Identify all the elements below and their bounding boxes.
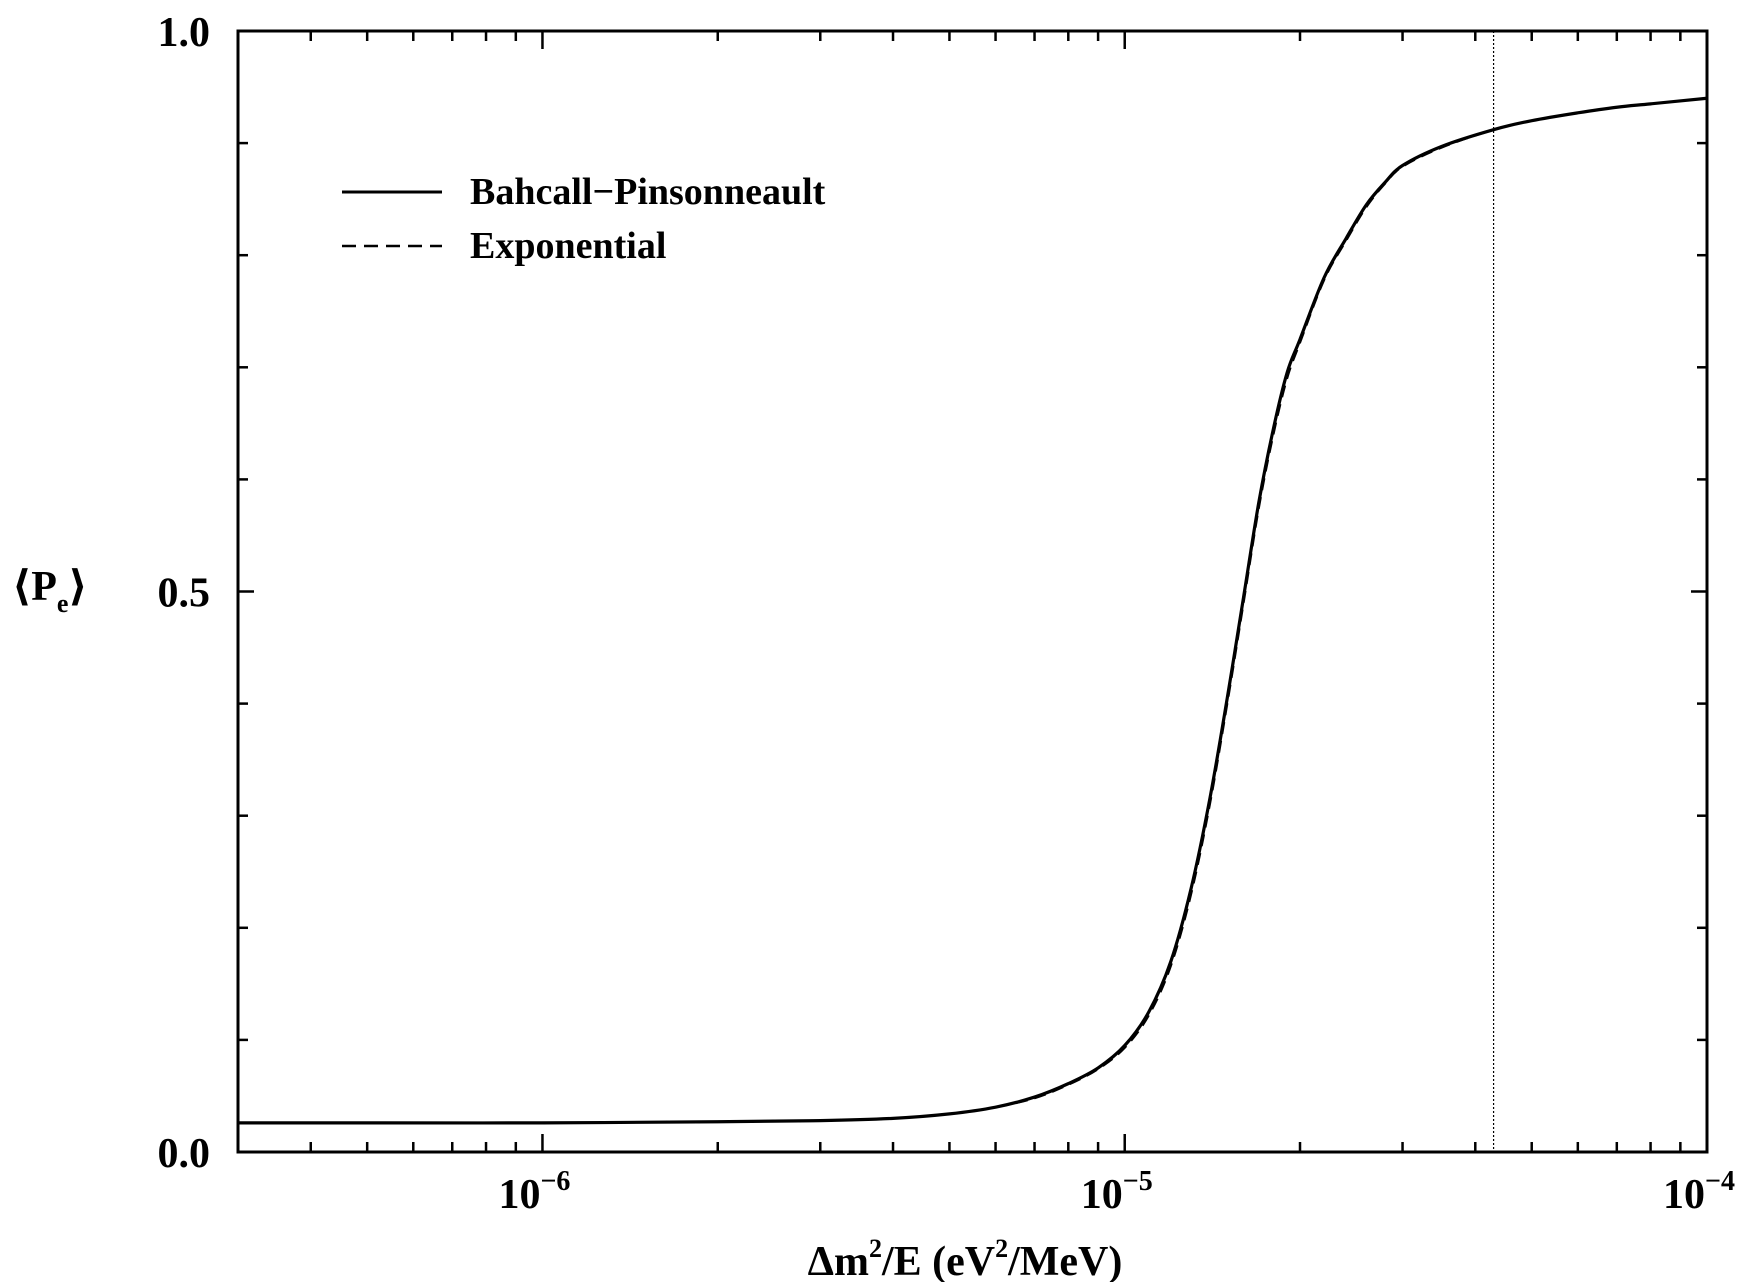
y-tick-label: 0.0	[158, 1131, 211, 1177]
y-tick-label: 0.5	[158, 571, 211, 617]
x-axis-label-delta: Δ	[808, 1239, 834, 1282]
x-tick-label-base: 10	[1081, 1172, 1123, 1218]
x-tick-label: 10−4	[1663, 1166, 1735, 1218]
plot-frame	[236, 29, 1709, 1154]
x-tick-label-base: 10	[1663, 1172, 1705, 1218]
y-tick-labels: 0.0 0.5 1.0	[158, 10, 211, 1177]
series-line-2	[238, 97, 1708, 1125]
legend-label-series-2: Exponential	[470, 225, 666, 267]
y-axis-label: ⟨Pe⟩	[12, 564, 88, 618]
legend-label-series-1: Bahcall−Pinsonneault	[470, 171, 826, 213]
x-tick-label-base: 10	[498, 1172, 540, 1218]
x-axis-label-mid: /E (eV	[881, 1239, 995, 1282]
x-tick-label: 10−6	[498, 1166, 570, 1218]
series-line-1	[238, 96, 1708, 1125]
legend: Bahcall−Pinsonneault Exponential	[342, 171, 826, 267]
x-tick-label-exponent: −6	[540, 1166, 570, 1197]
y-axis-label-open: ⟨	[12, 564, 31, 610]
x-tick-label-exponent: −4	[1705, 1166, 1735, 1197]
x-axis-label-m: m	[834, 1239, 869, 1282]
y-axis-label-sub: e	[57, 589, 69, 618]
y-axis-label-main: P	[31, 564, 57, 610]
x-axis-label-end: /MeV)	[1007, 1239, 1122, 1282]
x-axis-label-sup2: 2	[995, 1234, 1008, 1263]
series-layer	[238, 96, 1708, 1125]
x-tick-label: 10−5	[1081, 1166, 1153, 1218]
y-tick-label: 1.0	[158, 10, 211, 56]
x-axis-label: Δm2/E (eV2/MeV)	[808, 1234, 1123, 1282]
x-axis-label-sup1: 2	[869, 1234, 882, 1263]
x-tick-labels: 10−6 10−5 10−4	[498, 1166, 1735, 1218]
tick-marks	[236, 29, 1709, 1154]
y-axis-label-close: ⟩	[68, 564, 87, 610]
x-tick-label-exponent: −5	[1123, 1166, 1153, 1197]
